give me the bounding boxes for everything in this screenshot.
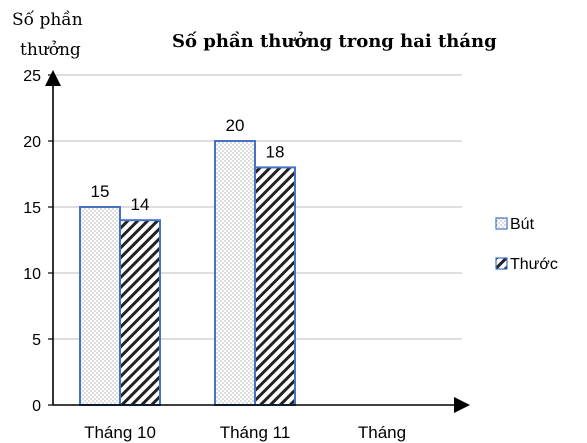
legend-swatch-thuoc — [495, 257, 508, 270]
legend: Bút Thước — [495, 216, 558, 273]
y-tick-label: 10 — [23, 266, 41, 283]
y-axis-label-line1: Số phần — [12, 10, 83, 30]
y-tick-label: 15 — [23, 200, 41, 217]
x-tick-label: Tháng 10 — [84, 423, 156, 442]
bar-value-label: 20 — [226, 116, 245, 135]
bar-thuoc-0 — [119, 219, 161, 406]
bar-value-label: 15 — [91, 182, 110, 201]
y-tick-labels: 0 5 10 15 20 25 — [23, 68, 41, 415]
legend-label-thuoc: Thước — [510, 256, 558, 273]
bar-value-label: 18 — [266, 142, 285, 161]
bar-value-labels: 15 14 20 18 — [91, 116, 285, 214]
y-tick-label: 5 — [32, 332, 41, 349]
y-tick-label: 20 — [23, 134, 41, 151]
x-tick-label: Tháng 11 — [220, 423, 291, 442]
bar-thuoc-1 — [254, 166, 296, 406]
y-axis-label-line2: thưởng — [20, 40, 81, 60]
y-tick-label: 25 — [23, 68, 41, 85]
chart-title: Số phần thưởng trong hai tháng — [172, 30, 497, 52]
legend-label-but: Bút — [510, 216, 535, 233]
bar-but-0 — [79, 206, 121, 406]
y-tick-label: 0 — [32, 398, 41, 415]
legend-swatch-but — [495, 217, 508, 230]
x-axis-label: Tháng — [358, 423, 406, 442]
x-tick-labels: Tháng 10 Tháng 11 — [84, 423, 290, 442]
bar-but-1 — [214, 140, 256, 406]
bar-value-label: 14 — [131, 195, 150, 214]
bars — [79, 140, 296, 406]
